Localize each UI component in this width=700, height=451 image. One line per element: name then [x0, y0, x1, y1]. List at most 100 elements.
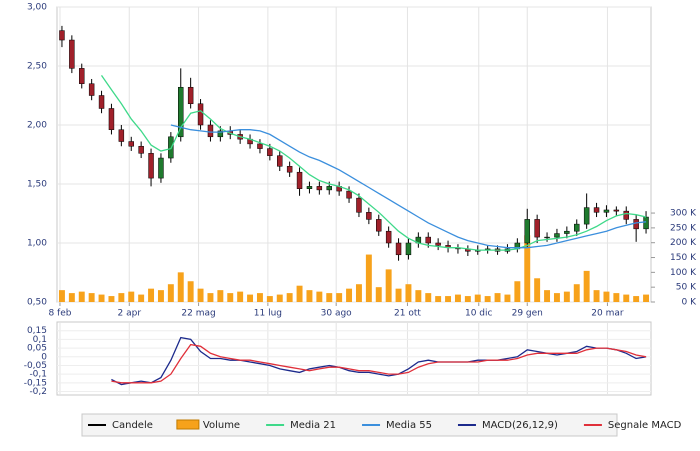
volume-bar — [504, 294, 511, 302]
candle-body — [277, 155, 283, 167]
volume-bar — [326, 293, 333, 302]
candle-body — [405, 242, 412, 256]
candle-body — [435, 242, 441, 246]
candle-body — [88, 83, 95, 96]
volume-bar — [415, 290, 422, 302]
candle-body — [346, 190, 352, 199]
volume-bar — [375, 287, 382, 302]
candle-body — [128, 141, 134, 147]
volume-bar — [563, 291, 570, 302]
volume-bar — [306, 290, 313, 302]
x-tick-label: 29 gen — [512, 309, 543, 319]
candle-body — [158, 157, 164, 179]
volume-bar — [58, 290, 65, 302]
candle-body — [376, 219, 382, 232]
candle-body — [257, 143, 263, 149]
volume-bar — [573, 284, 580, 302]
volume-bar — [524, 235, 531, 302]
volume-bar — [385, 269, 392, 302]
candle-body — [148, 153, 154, 179]
candle-body — [306, 186, 313, 189]
volume-bar — [247, 294, 254, 302]
candle-body — [138, 145, 144, 154]
candle-body — [395, 242, 402, 256]
candle-body — [178, 86, 184, 138]
volume-bar — [296, 285, 303, 302]
volume-bar — [613, 293, 620, 302]
candle-body — [613, 209, 620, 212]
volume-bar — [316, 291, 323, 302]
y2-tick-label: 250 K — [670, 223, 697, 233]
x-tick-label: 10 dic — [465, 309, 493, 319]
volume-bar — [167, 284, 174, 302]
volume-bar — [217, 290, 224, 302]
candle-body — [574, 223, 580, 232]
volume-bar — [128, 291, 135, 302]
volume-bar — [68, 293, 75, 302]
candle-body — [326, 186, 332, 191]
volume-bar — [593, 290, 600, 302]
line-series — [100, 75, 647, 251]
volume-bar — [276, 294, 283, 302]
legend-swatch — [176, 419, 200, 430]
candle-body — [366, 212, 372, 220]
volume-bar — [78, 291, 85, 302]
candle-body — [564, 230, 570, 234]
legend: Candele Volume Media 21 Media 55 MACD(26,12,… — [88, 419, 682, 431]
volume-bar — [534, 278, 541, 302]
volume-bar — [266, 296, 273, 302]
y-tick-label: 3,00 — [27, 3, 47, 13]
legend-label: Volume — [203, 420, 240, 431]
candle-body — [197, 103, 204, 126]
volume-bar — [514, 281, 521, 302]
candle-body — [98, 95, 105, 109]
volume-bar — [157, 290, 164, 302]
volume-bar — [484, 296, 491, 302]
candle-body — [286, 166, 293, 173]
volume-bar — [336, 293, 343, 302]
x-tick-label: 20 mar — [591, 309, 624, 319]
volume-bar — [633, 296, 640, 302]
line-series — [111, 343, 647, 384]
y-tick-label: -0,1 — [29, 370, 47, 380]
candle-body — [554, 233, 560, 238]
candle-body — [79, 68, 85, 84]
volume-bar — [425, 293, 432, 302]
volume-bar — [187, 281, 194, 302]
candle-body — [603, 209, 610, 213]
x-tick-label: 22 mag — [181, 309, 215, 319]
volume-bar — [227, 293, 234, 302]
volume-bar — [553, 293, 560, 302]
legend-label: MACD(26,12,9) — [482, 420, 558, 431]
candle-body — [69, 39, 75, 69]
candle-body — [544, 236, 550, 239]
volume-bar — [583, 270, 590, 302]
y-tick-label: 1,00 — [27, 239, 47, 249]
y-tick-label: 2,00 — [27, 121, 47, 131]
candle-body — [108, 108, 115, 130]
volume-bar — [207, 293, 214, 302]
volume-bar — [643, 294, 650, 302]
x-tick-label: 2 apr — [118, 309, 142, 319]
y-tick-label: 0,1 — [33, 335, 47, 345]
volume-bar — [435, 296, 442, 302]
volume-bar — [405, 284, 412, 302]
volume-bar — [454, 294, 461, 302]
macd-panel — [56, 321, 652, 396]
volume-bar — [474, 294, 481, 302]
candle-body — [524, 219, 530, 244]
y2-tick-label: 100 K — [670, 268, 697, 278]
volume-bar — [148, 288, 155, 302]
y2-tick-label: 200 K — [670, 238, 697, 248]
x-tick-label: 8 feb — [48, 309, 71, 319]
volume-bar — [98, 294, 105, 302]
volume-bar — [623, 294, 630, 302]
volume-bar — [445, 296, 452, 302]
volume-bar — [177, 272, 184, 302]
y-tick-label: 1,50 — [27, 180, 47, 190]
x-tick-label: 21 ott — [394, 309, 421, 319]
volume-bar — [108, 296, 115, 302]
candle-body — [593, 207, 600, 213]
candle-body — [385, 230, 392, 244]
